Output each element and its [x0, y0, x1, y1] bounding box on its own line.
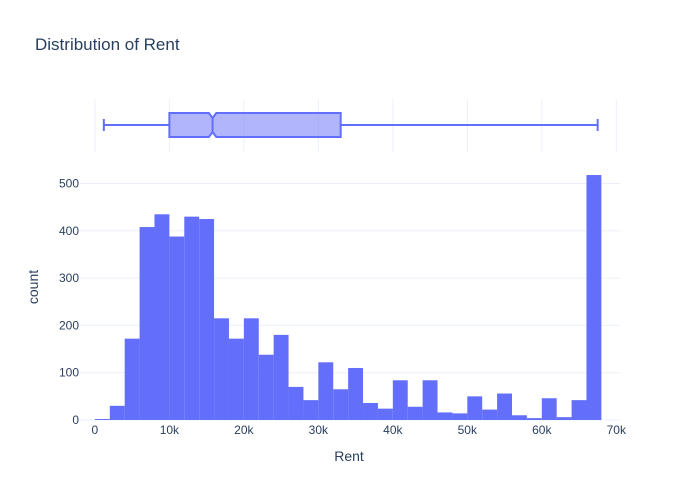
histogram-bar-8 [214, 318, 229, 420]
x-tick-label-0: 0 [92, 423, 99, 437]
histogram-bar-28 [512, 415, 527, 420]
histogram-bar-31 [556, 417, 572, 420]
histogram-bar-33 [586, 175, 602, 420]
x-tick-label-7: 70k [607, 423, 627, 437]
histogram-bars [94, 175, 602, 420]
histogram-bar-27 [497, 393, 512, 420]
box-body [168, 112, 342, 138]
x-axis-ticks: 0 10k 20k 30k 40k 50k 60k 70k [92, 423, 627, 437]
x-tick-label-5: 50k [458, 423, 478, 437]
histogram-bar-12 [273, 334, 289, 420]
histogram-bar-7 [199, 219, 215, 420]
histogram-bar-26 [482, 409, 498, 420]
histogram-bar-11 [258, 354, 274, 420]
y-tick-label-3: 300 [59, 271, 79, 285]
histogram-bar-20 [392, 380, 408, 420]
x-tick-label-3: 30k [309, 423, 329, 437]
y-tick-label-1: 100 [59, 366, 79, 380]
histogram-bar-30 [541, 398, 557, 420]
y-tick-label-2: 200 [59, 318, 79, 332]
histogram-bar-0 [94, 419, 110, 420]
chart-title: Distribution of Rent [35, 35, 180, 54]
y-axis-ticks: 0 100 200 300 400 500 [59, 177, 79, 427]
box-plot [102, 112, 599, 138]
x-tick-label-2: 20k [234, 423, 254, 437]
y-tick-label-5: 500 [59, 177, 79, 191]
histogram-bar-10 [243, 318, 259, 420]
histogram-bar-19 [377, 408, 393, 420]
histogram-bar-29 [526, 418, 542, 420]
histogram-bar-9 [228, 338, 244, 420]
histogram-bar-14 [303, 400, 319, 420]
x-tick-label-4: 40k [383, 423, 403, 437]
histogram-bar-18 [363, 402, 378, 420]
histogram-bar-2 [124, 338, 140, 420]
x-axis-title: Rent [334, 448, 364, 464]
histogram-bar-15 [318, 362, 334, 420]
histogram-bar-32 [571, 400, 587, 420]
histogram-bar-23 [437, 412, 453, 420]
y-axis-title: count [25, 270, 41, 304]
histogram-bar-4 [154, 214, 170, 420]
histogram-bar-22 [422, 380, 438, 420]
histogram-bar-17 [348, 367, 364, 420]
histogram-bar-25 [467, 396, 483, 420]
histogram-bar-21 [407, 406, 423, 420]
histogram-bar-5 [169, 236, 185, 420]
histogram-bar-1 [109, 405, 125, 420]
histogram-bar-24 [452, 413, 468, 420]
y-tick-label-4: 400 [59, 224, 79, 238]
histogram-bar-13 [288, 386, 304, 420]
histogram-bar-6 [184, 216, 200, 420]
histogram-bar-3 [139, 227, 155, 420]
histogram-bar-16 [333, 389, 349, 420]
x-tick-label-6: 60k [532, 423, 552, 437]
y-tick-label-0: 0 [72, 413, 79, 427]
x-tick-label-1: 10k [160, 423, 180, 437]
